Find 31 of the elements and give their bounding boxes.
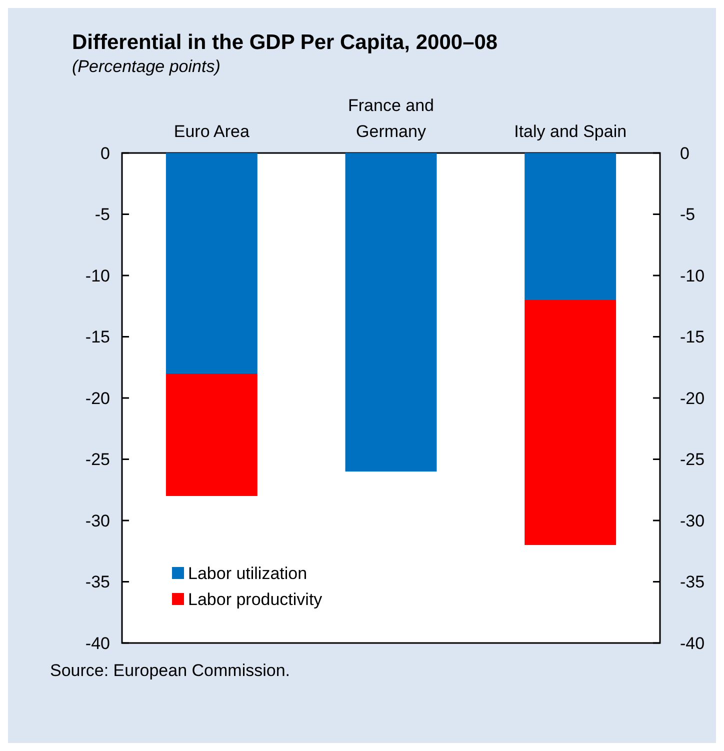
y-tick-label: -35 bbox=[85, 572, 110, 592]
x-tick-label: Italy and Spain bbox=[514, 122, 627, 141]
y-tick-label: -40 bbox=[85, 634, 110, 653]
x-tick-label: France and Germany bbox=[348, 96, 434, 141]
y-tick-label: -5 bbox=[94, 205, 110, 224]
y2-tick-label: -35 bbox=[680, 572, 705, 592]
y2-tick-label: 0 bbox=[680, 144, 690, 163]
y2-tick-label: -20 bbox=[680, 388, 705, 408]
bar bbox=[166, 374, 258, 496]
legend-label: Labor productivity bbox=[188, 590, 323, 609]
y2-tick-label: -10 bbox=[680, 266, 705, 286]
source-note: Source: European Commission. bbox=[50, 661, 290, 680]
y-tick-label: 0 bbox=[100, 144, 110, 163]
x-tick-label: Euro Area bbox=[174, 122, 250, 141]
y2-tick-label: -30 bbox=[680, 511, 705, 530]
y2-tick-label: -40 bbox=[680, 634, 705, 653]
y-tick-label: -30 bbox=[85, 511, 110, 530]
chart-subtitle: (Percentage points) bbox=[72, 57, 220, 76]
bar bbox=[345, 153, 437, 472]
y2-tick-label: -5 bbox=[680, 205, 696, 224]
bar bbox=[166, 153, 258, 374]
y2-tick-label: -15 bbox=[680, 328, 705, 347]
y-tick-label: -10 bbox=[85, 266, 110, 286]
y-tick-label: -15 bbox=[85, 328, 110, 347]
y-tick-label: -25 bbox=[85, 450, 110, 470]
bar bbox=[524, 300, 616, 545]
y2-tick-label: -25 bbox=[680, 450, 705, 470]
bar bbox=[524, 153, 616, 300]
legend-label: Labor utilization bbox=[188, 564, 308, 583]
chart-title: Differential in the GDP Per Capita, 2000–08 bbox=[72, 31, 498, 54]
y-tick-label: -20 bbox=[85, 388, 110, 408]
